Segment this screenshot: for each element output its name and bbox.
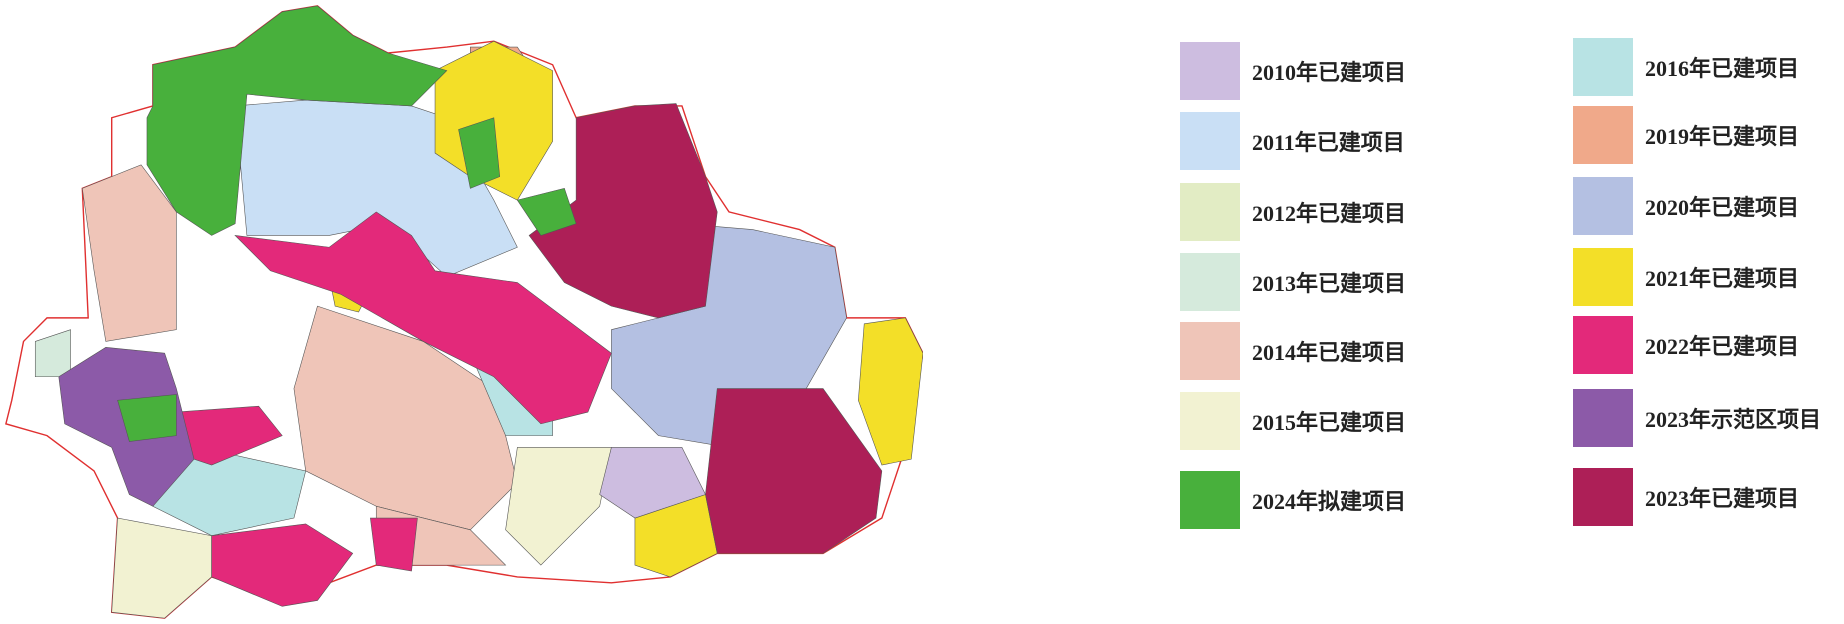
legend-label: 2012年已建项目 [1252, 201, 1407, 226]
legend-swatch [1573, 468, 1633, 526]
legend-swatch [1573, 38, 1633, 96]
legend-label: 2023年已建项目 [1645, 486, 1800, 511]
region [370, 517, 418, 572]
legend-item: 2015年已建项目 [1180, 391, 1406, 451]
legend-item: 2019年已建项目 [1573, 105, 1799, 165]
legend-label: 2020年已建项目 [1645, 195, 1800, 220]
legend-item: 2011年已建项目 [1180, 111, 1405, 171]
legend-swatch [1573, 389, 1633, 447]
map [5, 5, 923, 619]
region [146, 5, 448, 236]
legend-label: 2022年已建项目 [1645, 334, 1800, 359]
legend-swatch [1180, 392, 1240, 450]
legend-label: 2016年已建项目 [1645, 56, 1800, 81]
legend-item: 2016年已建项目 [1573, 37, 1799, 97]
legend-label: 2023年示范区项目 [1645, 407, 1822, 432]
legend-label: 2010年已建项目 [1252, 60, 1407, 85]
legend-label: 2015年已建项目 [1252, 410, 1407, 435]
legend-swatch [1180, 322, 1240, 380]
region [516, 188, 577, 236]
region [505, 447, 612, 566]
region [599, 447, 706, 519]
region [81, 164, 177, 342]
legend-label: 2021年已建项目 [1645, 266, 1800, 291]
region [705, 388, 883, 554]
legend-item: 2022年已建项目 [1573, 315, 1799, 375]
region [858, 317, 923, 466]
legend-swatch [1573, 248, 1633, 306]
region [117, 394, 177, 442]
region [211, 523, 354, 607]
region [234, 211, 612, 425]
legend-swatch [1573, 106, 1633, 164]
legend-swatch [1573, 177, 1633, 235]
legend-swatch [1180, 183, 1240, 241]
legend-item: 2021年已建项目 [1573, 247, 1799, 307]
legend-label: 2011年已建项目 [1252, 130, 1405, 155]
legend-item: 2020年已建项目 [1573, 176, 1799, 236]
legend-item: 2014年已建项目 [1180, 321, 1406, 381]
legend-label: 2019年已建项目 [1645, 124, 1800, 149]
legend-swatch [1180, 253, 1240, 311]
region [458, 117, 501, 189]
legend-item: 2024年拟建项目 [1180, 470, 1406, 530]
region [111, 517, 212, 619]
legend-item: 2013年已建项目 [1180, 252, 1406, 312]
legend-item: 2012年已建项目 [1180, 182, 1406, 242]
legend-item: 2023年已建项目 [1573, 467, 1799, 527]
legend-label: 2013年已建项目 [1252, 271, 1407, 296]
legend-item: 2023年示范区项目 [1573, 388, 1821, 448]
legend-label: 2014年已建项目 [1252, 340, 1407, 365]
legend-label: 2024年拟建项目 [1252, 489, 1407, 514]
legend-item: 2010年已建项目 [1180, 41, 1406, 101]
legend-swatch [1573, 316, 1633, 374]
legend-swatch [1180, 112, 1240, 170]
legend-swatch [1180, 42, 1240, 100]
legend-swatch [1180, 471, 1240, 529]
